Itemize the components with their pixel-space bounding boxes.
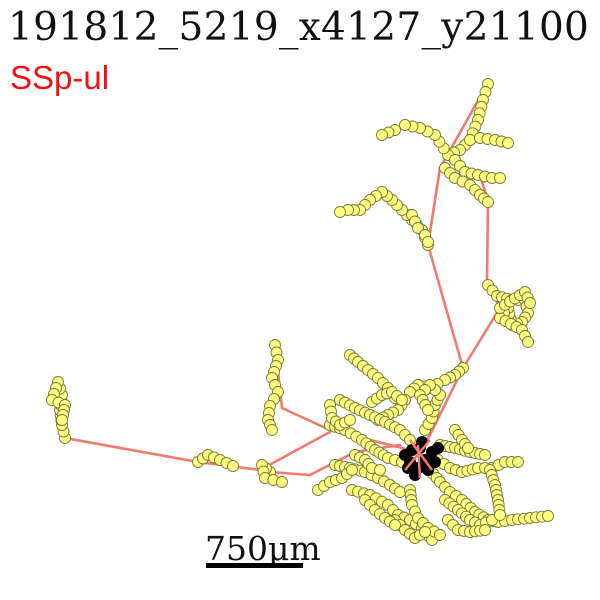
branch-node: [412, 222, 424, 234]
branch-node: [494, 509, 506, 521]
branch-node: [56, 414, 68, 426]
branch-node: [334, 206, 346, 218]
branch-node: [276, 476, 288, 488]
branch-node: [502, 137, 514, 149]
branch-node: [512, 456, 524, 468]
soma-branch: [416, 444, 422, 479]
soma-cluster: [399, 436, 444, 481]
branch-nodes: [46, 78, 554, 546]
branch-node: [422, 236, 434, 248]
branch-node: [422, 404, 434, 416]
branch-node: [389, 519, 401, 531]
branch-node: [524, 297, 536, 309]
branch-node: [479, 524, 491, 536]
branch-node: [494, 172, 506, 184]
branch-node: [522, 336, 534, 348]
branch-node: [227, 460, 239, 472]
branch-node: [399, 119, 411, 131]
branch-node: [346, 464, 358, 476]
branch-node: [396, 394, 408, 406]
branch-node: [462, 442, 474, 454]
branch-segment: [426, 81, 490, 370]
branch-node: [376, 129, 388, 141]
soma-point: [429, 456, 441, 468]
branch-node: [374, 464, 386, 476]
scale-bar: [206, 563, 303, 568]
branch-node: [394, 486, 406, 498]
branch-node: [542, 510, 554, 522]
branch-node: [464, 134, 476, 146]
scale-bar-label: 750μm: [205, 529, 321, 568]
neuron-id-title: 191812_5219_x4127_y21100: [8, 5, 590, 50]
branch-node: [479, 449, 491, 461]
branch-node: [344, 414, 356, 426]
branch-node: [482, 196, 494, 208]
branch-node: [266, 424, 278, 436]
soma-branch: [408, 439, 434, 471]
brain-region-label: SSp-ul: [10, 59, 110, 96]
soma-point: [432, 442, 444, 454]
branch-node: [419, 526, 431, 538]
branch-node: [434, 529, 446, 541]
